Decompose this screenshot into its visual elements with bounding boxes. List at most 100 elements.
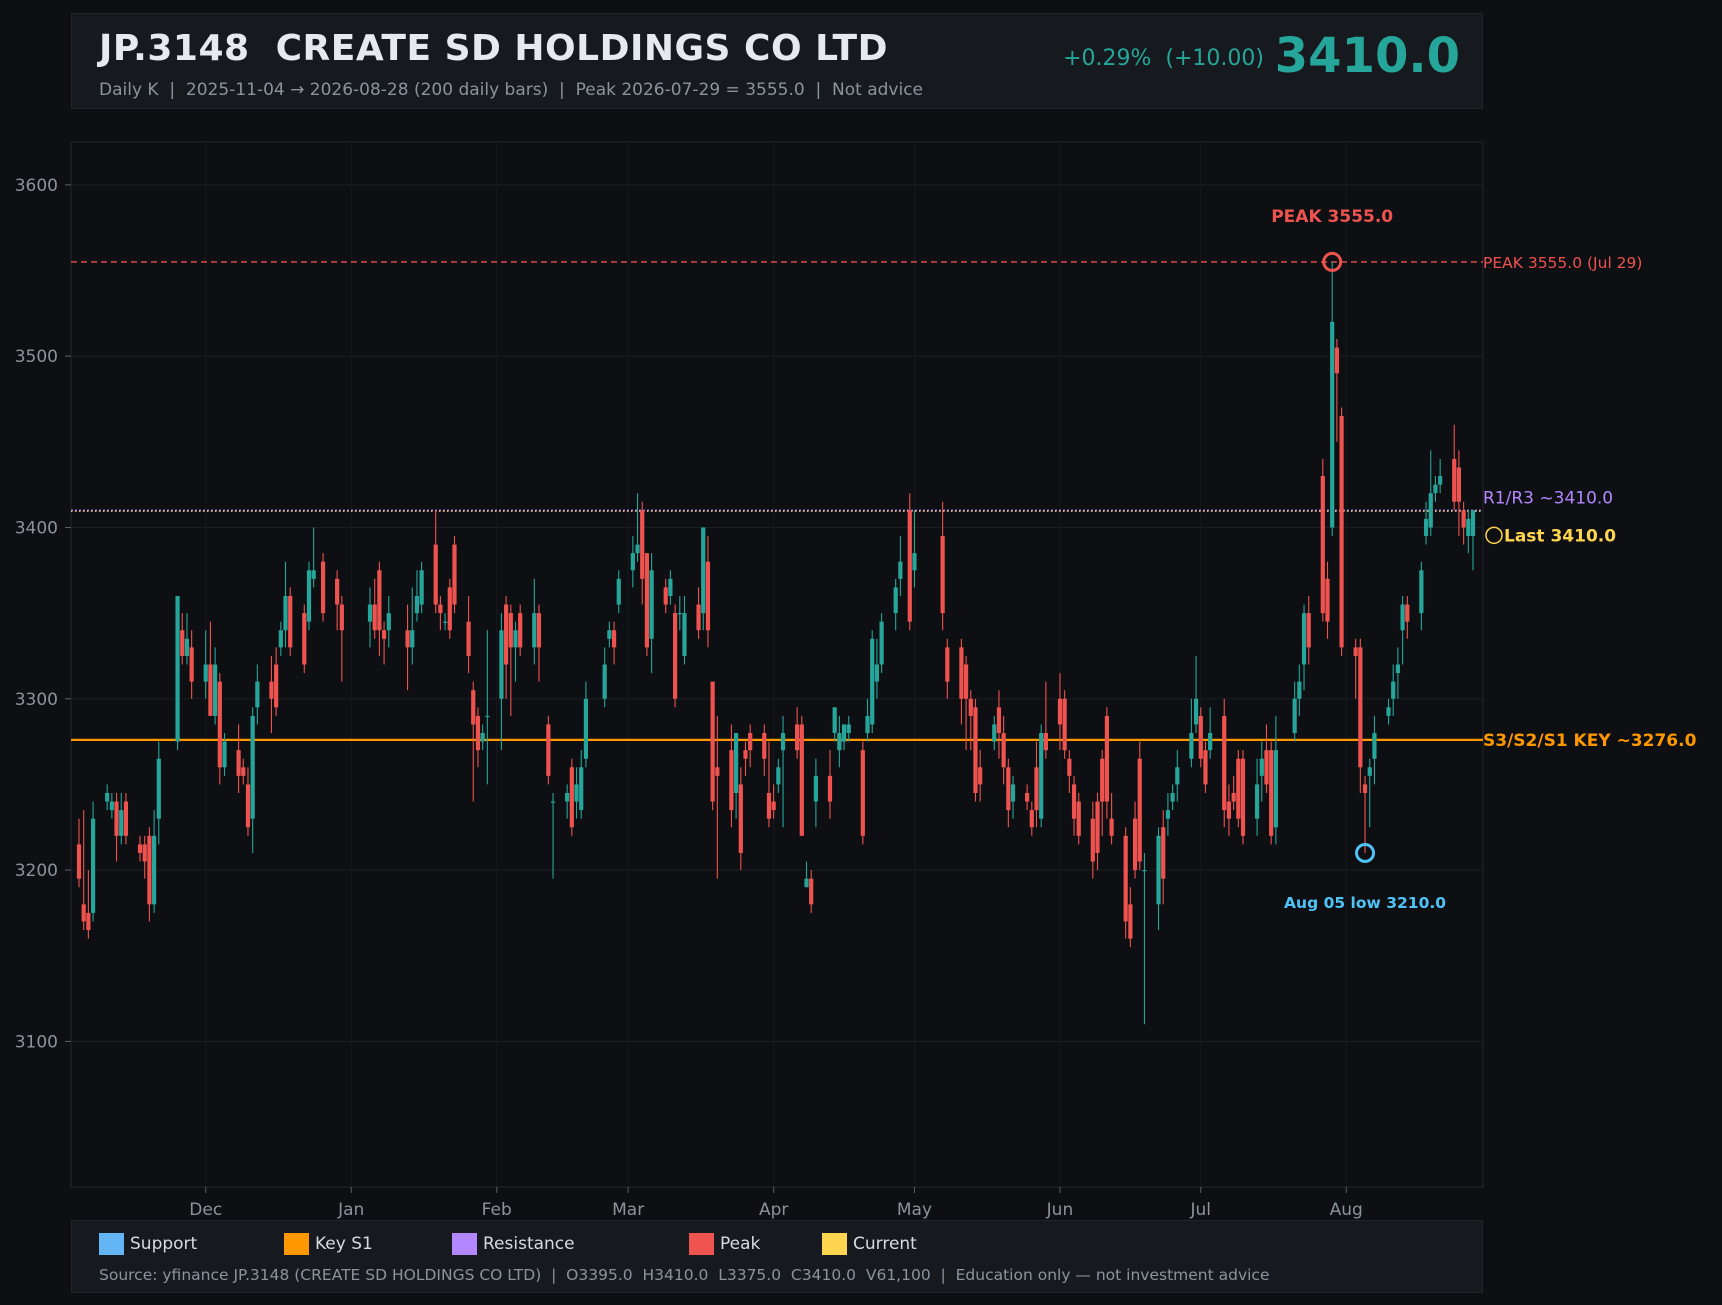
candle-body — [579, 767, 584, 811]
candle-body — [879, 621, 884, 665]
candle-body — [771, 801, 776, 811]
candle — [672, 604, 678, 708]
candle-body — [203, 664, 208, 682]
x-tick-label: Feb — [482, 1200, 512, 1220]
candle — [795, 707, 800, 759]
candle-body — [841, 724, 847, 742]
candle — [114, 792, 119, 862]
candle-body — [278, 630, 283, 648]
candle-body — [86, 912, 91, 931]
candle — [1006, 758, 1011, 828]
candle — [677, 595, 682, 631]
candle-body — [837, 733, 842, 751]
candle — [269, 655, 274, 734]
price-change: +0.29% (+10.00) — [1063, 46, 1264, 71]
candle — [1400, 595, 1405, 665]
candle — [827, 750, 833, 819]
candle-body — [663, 587, 668, 605]
candle-body — [550, 801, 556, 803]
candle — [1090, 801, 1095, 879]
candle — [940, 501, 945, 631]
candle-body — [1104, 715, 1109, 802]
candle — [504, 595, 509, 699]
candle — [630, 536, 635, 588]
candle-body — [1405, 604, 1410, 622]
candle-body — [809, 878, 814, 905]
candle-body — [870, 638, 875, 725]
candle-body — [311, 570, 316, 579]
candle-body — [734, 733, 739, 793]
candle-body — [109, 801, 114, 811]
candle — [771, 784, 776, 819]
candle-body — [367, 604, 373, 622]
candle-body — [372, 604, 377, 631]
candle — [963, 655, 969, 751]
candle-body — [827, 775, 833, 802]
candle-body — [213, 664, 218, 716]
y-tick-label: 3500 — [15, 347, 58, 367]
candle-body — [1025, 792, 1030, 802]
candle — [311, 527, 316, 588]
candle — [565, 784, 570, 819]
candle — [898, 536, 903, 596]
candle-body — [583, 698, 589, 759]
candle-body — [682, 613, 687, 656]
candle-body — [630, 553, 635, 571]
candle-body — [255, 681, 260, 708]
candle-body — [1132, 818, 1138, 871]
candle-body — [1062, 698, 1067, 751]
candles — [76, 261, 1476, 1025]
candle — [546, 715, 551, 785]
candle — [1231, 775, 1236, 811]
candle-body — [1161, 827, 1166, 879]
candle-body — [137, 844, 143, 853]
candle — [1123, 827, 1128, 939]
candle — [1461, 501, 1466, 545]
candle — [302, 604, 307, 674]
candle — [992, 715, 997, 751]
candle — [1292, 681, 1297, 742]
candle-body — [1128, 904, 1133, 939]
candle — [1428, 450, 1433, 537]
candle-body — [1273, 750, 1278, 828]
candle-body — [1034, 767, 1039, 811]
low-marker-icon — [1355, 842, 1376, 863]
chart-subtitle: Daily K | 2025-11-04 → 2026-08-28 (200 d… — [99, 80, 924, 100]
y-tick-label: 3200 — [15, 861, 58, 881]
candle — [184, 613, 190, 665]
candle — [729, 724, 734, 828]
candle-body — [1029, 810, 1034, 828]
candle-body — [433, 544, 438, 605]
candle-body — [611, 630, 617, 648]
candle-body — [105, 792, 110, 802]
candle — [1325, 561, 1330, 639]
candle-body — [893, 587, 898, 614]
candle — [1067, 750, 1072, 793]
candle-body — [973, 707, 978, 793]
candle — [1433, 476, 1438, 502]
candle-body — [414, 595, 420, 614]
candle — [1320, 458, 1325, 622]
candle — [386, 595, 391, 648]
candle-body — [386, 613, 391, 631]
candle — [1025, 784, 1030, 811]
candle — [734, 733, 739, 819]
candle — [550, 792, 556, 879]
candle — [1391, 664, 1396, 716]
candle — [1405, 595, 1410, 639]
candle — [1301, 604, 1307, 691]
candle — [701, 527, 706, 631]
candle — [335, 570, 340, 631]
candle — [611, 621, 617, 665]
candle-body — [978, 767, 983, 785]
chart-header: JP.3148 CREATE SD HOLDINGS CO LTD Daily … — [71, 13, 1483, 109]
candle — [804, 861, 809, 888]
candle-body — [1400, 604, 1405, 631]
candle-body — [795, 724, 800, 751]
candle — [973, 698, 978, 802]
candle — [320, 553, 326, 622]
candle-body — [222, 741, 227, 768]
candle-body — [151, 835, 157, 905]
candle-body — [677, 613, 682, 615]
candle-body — [1433, 484, 1438, 494]
